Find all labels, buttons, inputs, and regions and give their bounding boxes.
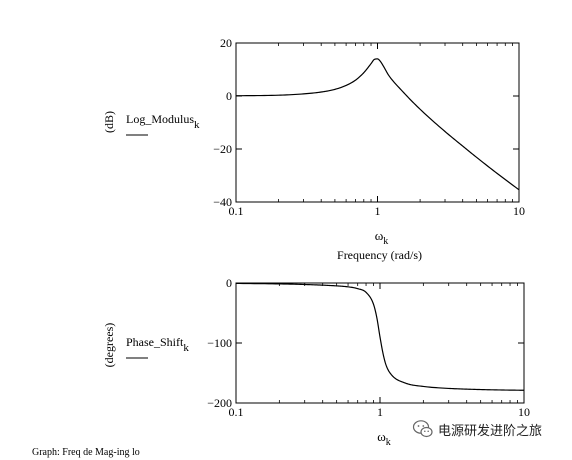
phase-shift-y-tick-label: 0 [226, 276, 232, 290]
watermark-text: 电源研发进阶之旅 [438, 423, 543, 439]
phase-shift-y-unit-label: (degrees) [102, 323, 116, 368]
phase-shift-y-tick-label: −100 [207, 336, 232, 350]
log-modulus-y-axis-label: Log_Modulusk [126, 112, 200, 131]
log-modulus-x-axis-label-sub: k [383, 236, 388, 247]
log-modulus-y-tick-label: −40 [213, 195, 232, 209]
log-modulus-x-axis-label: ωk [375, 228, 389, 247]
log-modulus-x-tick-label: 1 [375, 204, 381, 218]
phase-shift-x-axis-label-sub: k [386, 437, 391, 448]
phase-shift-y-axis-label-sub: k [183, 342, 189, 354]
log-modulus-x-tick-label: 0.1 [229, 204, 244, 218]
phase-shift-x-tick-label: 0.1 [229, 405, 244, 419]
phase-shift-x-tick-label: 10 [518, 405, 530, 419]
phase-shift-y-tick-label: −200 [207, 396, 232, 410]
phase-shift-x-tick-label: 1 [377, 405, 383, 419]
log-modulus-y-unit-label: (dB) [102, 111, 116, 133]
wechat-icon [412, 420, 433, 438]
log-modulus-series-line [235, 58, 520, 191]
log-modulus-plot-frame [235, 42, 520, 203]
phase-shift-x-axis-label: ωk [377, 429, 391, 448]
watermark: 电源研发进阶之旅 [412, 418, 542, 440]
log-modulus-y-axis-label-sub: k [194, 119, 200, 131]
phase-shift-x-axis-label-main: ω [377, 429, 386, 444]
figure-caption: Graph: Freq de Mag-ing lo [32, 447, 140, 458]
log-modulus-y-tick-label: −20 [213, 142, 232, 156]
phase-shift-y-axis-label: Phase_Shiftk [126, 335, 189, 354]
log-modulus-y-axis-label-main: Log_Modulus [126, 112, 194, 126]
phase-shift-y-axis-label-main: Phase_Shift [126, 335, 184, 349]
log-modulus-y-tick-label: 20 [220, 36, 232, 50]
phase-shift-series-line [235, 282, 525, 391]
log-modulus-x-axis-label-main: ω [375, 228, 384, 243]
log-modulus-y-tick-label: 0 [226, 89, 232, 103]
log-modulus-x-axis-caption: Frequency (rad/s) [337, 248, 422, 262]
log-modulus-x-tick-label: 10 [513, 204, 525, 218]
phase-shift-plot-frame [235, 282, 525, 404]
